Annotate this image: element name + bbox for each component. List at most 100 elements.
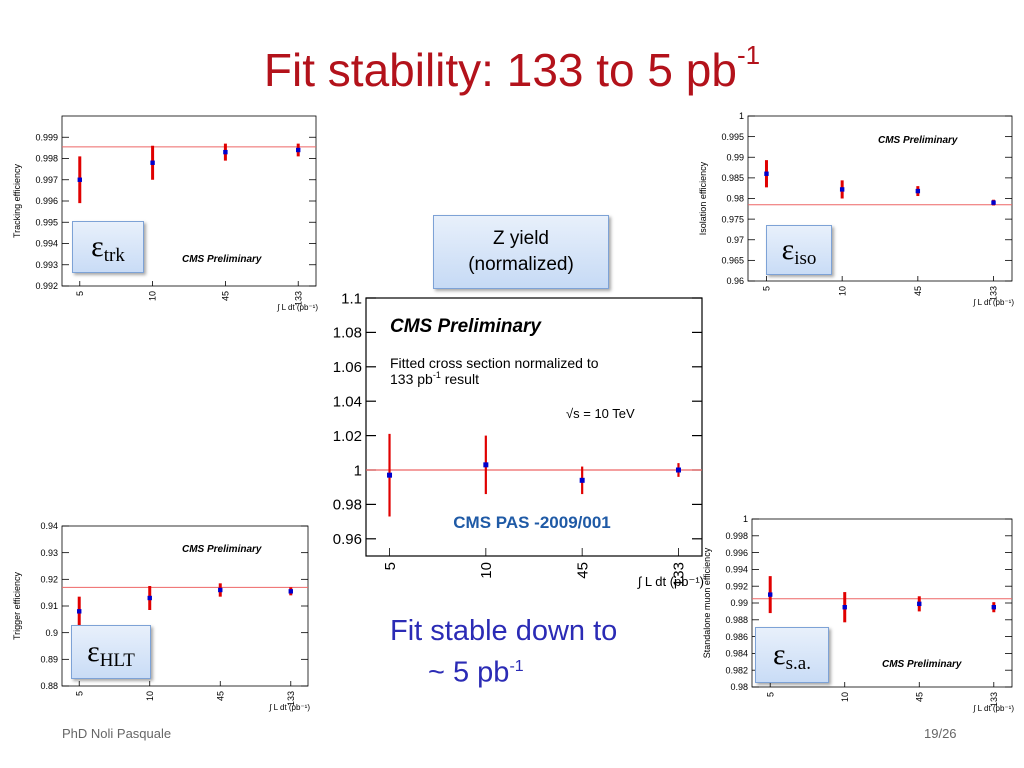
z-yield-label-line2: (normalized) <box>468 254 574 275</box>
hlt-ytick-label: 0.9 <box>45 628 58 638</box>
zyield-source: CMS PAS -2009/001 <box>453 513 610 532</box>
zyield-ytick-label: 0.98 <box>333 497 362 514</box>
badge-trk-subscript: trk <box>103 245 125 266</box>
iso-data-point <box>991 200 996 205</box>
trk-xtick-label: 45 <box>221 291 231 301</box>
badge-trk: ε trk <box>72 221 144 273</box>
zyield-svg: 0.96 0.98 1 1.02 1.04 1.06 1.08 1.1 5 10 45 133∫ L … <box>333 290 704 589</box>
sa-data-point <box>991 605 996 610</box>
zyield-data-point <box>387 472 393 478</box>
sa-ytick-label: 0.996 <box>725 548 748 558</box>
fit-stable-note-superscript: -1 <box>509 658 524 675</box>
zyield-note-sup: -1 <box>433 370 441 380</box>
trk-xtick-label: 133 <box>293 291 303 306</box>
iso-ytick-label: 0.99 <box>726 152 744 162</box>
sa-xtick-label: 133 <box>989 692 999 707</box>
badge-hlt-symbol: ε <box>87 635 100 668</box>
fit-stable-note-line2-wrap: ~ 5 pb-1 <box>390 649 617 691</box>
iso-xtick-label: 45 <box>913 286 923 296</box>
zyield-plot-frame <box>365 297 703 557</box>
sa-xaxis-label: ∫ L dt (pb⁻¹) <box>972 704 1014 713</box>
hlt-ytick-label: 0.88 <box>40 681 58 691</box>
iso-xtick-label: 10 <box>837 286 847 296</box>
fit-stable-note: Fit stable down to ~ 5 pb-1 <box>390 613 617 691</box>
iso-xtick-label: 133 <box>989 286 999 301</box>
trk-data-point <box>296 147 301 153</box>
sa-data-point <box>768 592 773 597</box>
iso-yaxis-label: Isolation efficiency <box>698 161 708 235</box>
zyield-note-tail: result <box>441 371 479 387</box>
trk-xtick-label: 10 <box>148 291 158 301</box>
zyield-ytick-label: 1.08 <box>333 325 362 342</box>
sa-ytick-label: 0.988 <box>725 615 748 625</box>
trk-ytick-label: 0.993 <box>35 260 58 270</box>
badge-sa-subscript: s.a. <box>785 653 811 674</box>
badge-sa-symbol: ε <box>773 638 786 671</box>
iso-ytick-label: 0.965 <box>721 256 744 266</box>
z-yield-label: Z yield (normalized) <box>433 215 609 289</box>
sa-yaxis-label: Standalone muon efficiency <box>702 547 712 658</box>
sa-xtick-label: 5 <box>765 692 775 697</box>
sa-data-point <box>917 601 922 607</box>
fit-stable-note-line2: ~ 5 pb <box>428 656 510 689</box>
zyield-data-point <box>483 462 489 468</box>
zyield-ytick-label: 1.1 <box>341 290 362 307</box>
trk-xaxis-label: ∫ L dt (pb⁻¹) <box>276 303 318 312</box>
sa-ytick-label: 0.982 <box>725 665 748 675</box>
trk-data-point <box>223 149 228 155</box>
zyield-cms-preliminary: CMS Preliminary <box>390 316 542 337</box>
hlt-xtick-label: 45 <box>215 691 225 701</box>
trk-ytick-label: 0.997 <box>35 175 58 185</box>
zyield-note-line1: Fitted cross section normalized to <box>390 355 599 371</box>
hlt-xtick-label: 10 <box>145 691 155 701</box>
iso-ytick-label: 0.97 <box>726 235 744 245</box>
iso-xtick-label: 5 <box>762 286 772 291</box>
badge-hlt: ε HLT <box>71 625 151 679</box>
zyield-ytick-label: 1.02 <box>333 428 362 445</box>
fit-stable-note-line1: Fit stable down to <box>390 615 618 647</box>
badge-iso-subscript: iso <box>794 248 817 269</box>
badge-sa: ε s.a. <box>755 627 829 683</box>
sa-svg: 0.98 0.982 0.984 0.986 0.988 0.99 0.992 0.994 0.… <box>702 514 1014 713</box>
badge-iso: ε iso <box>766 225 832 275</box>
trk-ytick-label: 0.996 <box>35 196 58 206</box>
hlt-cms-preliminary: CMS Preliminary <box>182 544 262 555</box>
sa-data-point <box>842 605 847 610</box>
hlt-xtick-label: 133 <box>286 691 296 706</box>
sa-ytick-label: 0.994 <box>725 565 748 575</box>
hlt-xtick-label: 5 <box>74 691 84 696</box>
hlt-ytick-label: 0.94 <box>40 521 58 531</box>
slide-title-superscript: -1 <box>736 40 761 70</box>
trk-ytick-label: 0.995 <box>35 217 58 227</box>
iso-data-point <box>915 188 921 194</box>
sa-ytick-label: 0.984 <box>725 649 748 659</box>
trk-data-point <box>150 160 155 165</box>
z-yield-label-line1: Z yield <box>493 228 549 249</box>
hlt-data-point <box>77 609 82 614</box>
iso-ytick-label: 0.98 <box>726 194 744 204</box>
trk-cms-preliminary: CMS Preliminary <box>182 254 262 265</box>
sa-ytick-label: 0.998 <box>725 531 748 541</box>
hlt-ytick-label: 0.91 <box>40 601 58 611</box>
zyield-ytick-label: 0.96 <box>333 531 362 548</box>
hlt-data-point <box>288 589 293 594</box>
zyield-ytick-label: 1.04 <box>333 393 362 410</box>
zyield-data-point <box>675 467 681 473</box>
trk-ytick-label: 0.994 <box>35 239 58 249</box>
zyield-data-point <box>579 477 585 483</box>
sa-xtick-label: 45 <box>914 692 924 702</box>
badge-iso-symbol: ε <box>781 233 795 266</box>
zyield-ytick-label: 1.06 <box>333 359 362 376</box>
iso-data-point <box>839 187 845 192</box>
trk-data-point <box>77 177 82 182</box>
iso-cms-preliminary: CMS Preliminary <box>878 135 958 146</box>
zyield-note-line2: 133 pb-1 result <box>390 370 479 387</box>
slide-title-text: Fit stability: 133 to 5 pb <box>263 44 737 96</box>
hlt-xaxis-label: ∫ L dt (pb⁻¹) <box>268 703 310 712</box>
trk-ytick-label: 0.998 <box>35 154 58 164</box>
sa-ytick-label: 0.986 <box>725 632 748 642</box>
iso-ytick-label: 0.985 <box>721 173 744 183</box>
hlt-data-point <box>147 595 152 601</box>
zyield-xtick-label: 45 <box>574 562 591 579</box>
zyield-ytick-label: 1 <box>354 462 362 479</box>
